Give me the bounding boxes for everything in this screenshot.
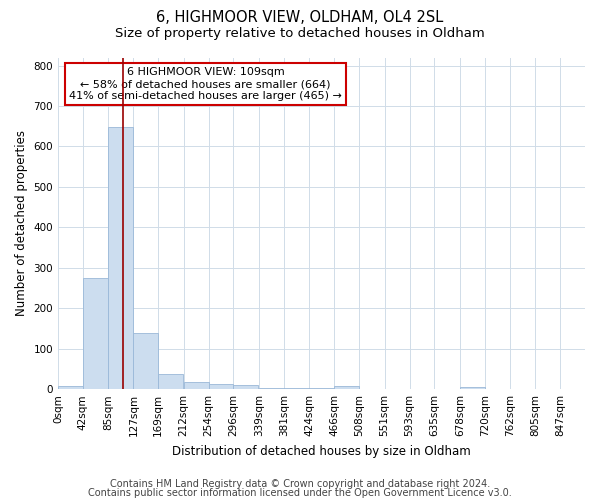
Bar (259, 388, 284, 389)
X-axis label: Distribution of detached houses by size in Oldham: Distribution of detached houses by size … (172, 444, 471, 458)
Bar (233, 385, 259, 389)
Text: 6 HIGHMOOR VIEW: 109sqm
← 58% of detached houses are smaller (664)
41% of semi-d: 6 HIGHMOOR VIEW: 109sqm ← 58% of detache… (69, 68, 342, 100)
Text: Contains HM Land Registry data © Crown copyright and database right 2024.: Contains HM Land Registry data © Crown c… (110, 479, 490, 489)
Bar (209, 384, 233, 389)
Bar (58, 386, 83, 389)
Bar (310, 388, 334, 389)
Text: Size of property relative to detached houses in Oldham: Size of property relative to detached ho… (115, 28, 485, 40)
Text: Contains public sector information licensed under the Open Government Licence v3: Contains public sector information licen… (88, 488, 512, 498)
Bar (109, 127, 133, 389)
Bar (334, 386, 359, 389)
Bar (158, 374, 183, 389)
Text: 6, HIGHMOOR VIEW, OLDHAM, OL4 2SL: 6, HIGHMOOR VIEW, OLDHAM, OL4 2SL (157, 10, 443, 25)
Bar (460, 387, 485, 389)
Bar (83, 278, 108, 389)
Y-axis label: Number of detached properties: Number of detached properties (15, 130, 28, 316)
Bar (284, 388, 309, 389)
Bar (133, 332, 158, 389)
Bar (184, 382, 209, 389)
